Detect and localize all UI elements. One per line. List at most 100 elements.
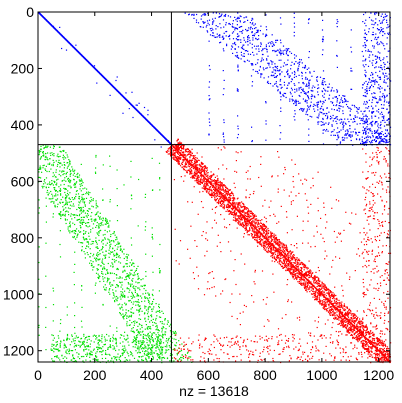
spy-point-block21 [118, 277, 120, 279]
spy-point-block12 [294, 72, 296, 74]
spy-point-block22 [189, 157, 191, 159]
spy-point-block12 [380, 140, 382, 142]
spy-point-block11 [61, 47, 63, 50]
spy-point-block21 [109, 155, 111, 157]
spy-point-block12 [282, 45, 285, 47]
spy-point-block12 [212, 18, 214, 20]
spy-point-block21 [52, 360, 54, 362]
spy-point-block21 [76, 176, 79, 179]
spy-point-block21 [112, 284, 114, 286]
spy-point-block12 [378, 87, 380, 89]
spy-point-block12 [353, 104, 355, 107]
spy-point-block21 [49, 152, 51, 154]
spy-point-block12 [293, 26, 296, 28]
spy-point-block12 [333, 134, 335, 136]
spy-point-block12 [374, 83, 376, 85]
spy-point-block21 [69, 226, 71, 228]
spy-point-block21 [85, 215, 87, 217]
spy-point-block21 [111, 251, 113, 253]
spy-point-block21 [123, 265, 125, 267]
spy-point-block21 [168, 345, 170, 347]
spy-point-block12 [364, 22, 366, 24]
spy-point-block21 [55, 169, 57, 171]
spy-point-block12 [381, 68, 383, 71]
spy-point-block21 [100, 348, 103, 350]
spy-point-block12 [222, 70, 224, 72]
spy-point-block12 [352, 121, 354, 123]
spy-point-block21 [80, 220, 82, 222]
spy-point-block12 [344, 118, 346, 120]
spy-point-block21 [59, 213, 61, 215]
spy-point-block21 [41, 185, 43, 187]
spy-point-block12 [381, 107, 383, 109]
spy-point-block21 [95, 200, 97, 202]
spy-point-block12 [286, 70, 289, 73]
spy-point-block12 [344, 134, 346, 136]
spy-point-block12 [264, 35, 267, 38]
spy-point-block22 [208, 191, 210, 193]
spy-point-block21 [138, 341, 140, 343]
spy-point-block21 [147, 348, 149, 350]
spy-point-block21 [64, 218, 66, 220]
spy-point-block12 [305, 76, 307, 78]
spy-point-block22 [207, 188, 209, 190]
spy-point-block12 [337, 21, 339, 23]
spy-point-block12 [386, 43, 388, 45]
spy-point-block12 [361, 87, 364, 89]
spy-point-block12 [256, 39, 258, 41]
spy-point-block12 [251, 126, 253, 128]
spy-point-block12 [348, 107, 350, 109]
spy-point-block12 [285, 51, 288, 53]
spy-point-block21 [56, 198, 59, 200]
spy-point-block21 [128, 277, 131, 279]
spy-point-block21 [124, 345, 126, 347]
spy-point-block12 [207, 22, 209, 24]
spy-point-block12 [333, 90, 335, 92]
spy-point-block21 [130, 354, 132, 356]
spy-point-block21 [46, 191, 48, 194]
spy-point-block12 [247, 29, 249, 31]
spy-point-block12 [283, 62, 285, 64]
spy-point-block21 [68, 180, 70, 183]
spy-point-block12 [231, 45, 233, 47]
spy-point-block22 [294, 274, 296, 276]
spy-point-block21 [63, 345, 65, 347]
spy-point-block22 [313, 276, 315, 278]
spy-point-block12 [282, 65, 285, 67]
spy-point-block21 [165, 328, 167, 330]
spy-point-block21 [144, 317, 146, 319]
spy-point-block12 [369, 136, 371, 138]
spy-point-block21 [155, 334, 157, 336]
spy-point-block21 [171, 342, 173, 344]
spy-point-block21 [59, 230, 61, 232]
spy-point-block21 [101, 261, 103, 263]
spy-point-block12 [295, 99, 297, 101]
spy-point-block21 [112, 265, 114, 267]
spy-point-block21 [82, 360, 84, 362]
spy-point-block12 [300, 59, 302, 61]
spy-point-block12 [309, 115, 311, 117]
spy-point-block12 [276, 65, 279, 68]
spy-point-block12 [265, 67, 267, 69]
spy-point-block21 [75, 345, 77, 347]
spy-point-block22 [368, 346, 370, 348]
spy-point-block12 [232, 52, 234, 54]
spy-point-block21 [130, 195, 133, 197]
spy-point-block12 [275, 81, 277, 83]
spy-point-block12 [226, 45, 228, 47]
spy-point-block21 [98, 339, 100, 341]
spy-point-block22 [237, 220, 240, 222]
spy-point-block21 [66, 338, 68, 340]
spy-point-block12 [295, 104, 297, 106]
spy-point-block12 [345, 134, 347, 136]
spy-point-block12 [240, 41, 242, 43]
spy-point-block21 [156, 359, 158, 361]
spy-point-block21 [132, 312, 134, 314]
spy-point-block12 [321, 90, 323, 92]
spy-point-block12 [388, 133, 390, 135]
spy-point-block21 [107, 279, 109, 281]
spy-point-block12 [219, 23, 221, 25]
spy-point-block22 [251, 227, 253, 229]
spy-point-block12 [308, 87, 310, 89]
spy-point-block12 [384, 138, 386, 140]
